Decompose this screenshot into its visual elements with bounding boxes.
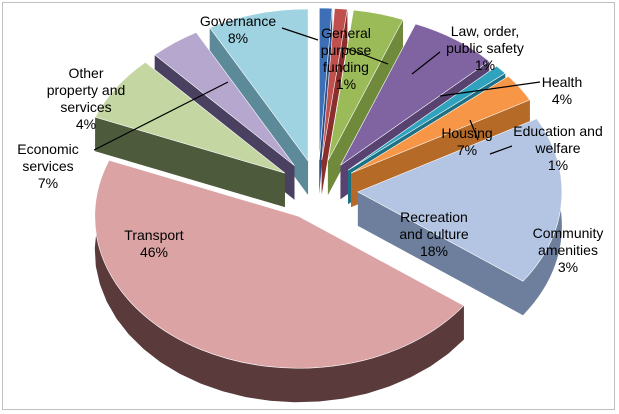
slice-label-line: Education and xyxy=(513,123,603,139)
slice-label-line: 18% xyxy=(420,243,448,259)
slice-label-1: Law, order, public safety 1% xyxy=(446,23,524,73)
leader-line-4 xyxy=(489,145,513,155)
slice-label-line: funding xyxy=(323,59,369,75)
slice-label-2: Health 4% xyxy=(542,74,582,107)
slice-governance xyxy=(209,8,309,162)
slice-label-9: Other property and services 4% xyxy=(47,65,126,132)
slice-label-line: Recreation xyxy=(400,209,468,225)
leader-line-10 xyxy=(281,27,319,41)
slice-recreation-and-culture xyxy=(357,118,563,282)
slice-label-8: Economic services 7% xyxy=(17,141,78,191)
slice-cut-1-1 xyxy=(321,9,348,195)
leader-line-3 xyxy=(469,119,479,141)
slice-housing xyxy=(340,23,490,166)
slice-label-line: welfare xyxy=(534,140,580,156)
slice-label-line: amenities xyxy=(538,242,598,258)
slice-transport xyxy=(94,159,465,369)
slice-general-purpose-funding xyxy=(319,7,333,161)
slice-label-line: 3% xyxy=(558,259,578,275)
slice-label-line: Health xyxy=(542,74,582,90)
slice-health xyxy=(327,9,404,162)
leader-line-1 xyxy=(411,51,441,75)
slice-label-line: 4% xyxy=(552,91,572,107)
slice-label-4: Education and welfare 1% xyxy=(513,123,603,173)
slice-label-line: Economic xyxy=(17,141,78,157)
slice-cut-2-1 xyxy=(327,19,403,195)
slice-label-line: 4% xyxy=(76,116,96,132)
slice-label-line: purpose xyxy=(321,42,372,58)
slice-cut-0-1 xyxy=(319,8,333,195)
slice-label-line: services xyxy=(60,99,111,115)
slice-law-order-public-safety xyxy=(321,8,348,161)
slice-label-line: 7% xyxy=(38,175,58,191)
slice-label-line: public safety xyxy=(446,40,524,56)
slice-label-line: 8% xyxy=(228,30,248,46)
slice-label-line: 46% xyxy=(140,244,168,260)
slice-cut-6-1 xyxy=(357,191,523,316)
slice-label-line: property and xyxy=(47,82,126,98)
slice-label-line: General xyxy=(321,25,371,41)
slice-label-line: Governance xyxy=(200,13,276,29)
slice-label-line: 1% xyxy=(336,76,356,92)
leader-line-2 xyxy=(439,81,541,97)
pie-slices xyxy=(94,7,563,369)
slice-other-property-and-services xyxy=(154,32,295,166)
slice-label-line: 7% xyxy=(457,142,477,158)
slice-label-10: Governance 8% xyxy=(200,13,276,46)
slice-label-line: Community xyxy=(533,225,604,241)
leader-line-0 xyxy=(345,47,389,65)
slice-label-0: General purpose funding 1% xyxy=(321,25,372,92)
slice-cut-8-0 xyxy=(95,117,285,208)
slice-community-amenities xyxy=(350,75,531,174)
slice-label-6: Recreation and culture 18% xyxy=(399,209,468,259)
slice-label-line: and culture xyxy=(399,226,468,242)
slice-label-line: Other xyxy=(68,65,103,81)
slice-economic-services xyxy=(94,61,286,174)
slice-label-line: Housing xyxy=(441,125,492,141)
leader-line-8 xyxy=(93,81,229,151)
slice-label-line: Transport xyxy=(124,227,184,243)
slice-label-line: 1% xyxy=(475,57,495,73)
slice-labels: General purpose funding 1%Law, order, public… xyxy=(17,13,603,275)
slice-label-5: Community amenities 3% xyxy=(533,225,604,275)
slice-label-3: Housing 7% xyxy=(441,125,492,158)
slice-label-line: 1% xyxy=(548,157,568,173)
slice-label-line: Law, order, xyxy=(451,23,520,39)
slice-label-7: Transport 46% xyxy=(124,227,184,260)
slice-label-line: services xyxy=(22,158,73,174)
